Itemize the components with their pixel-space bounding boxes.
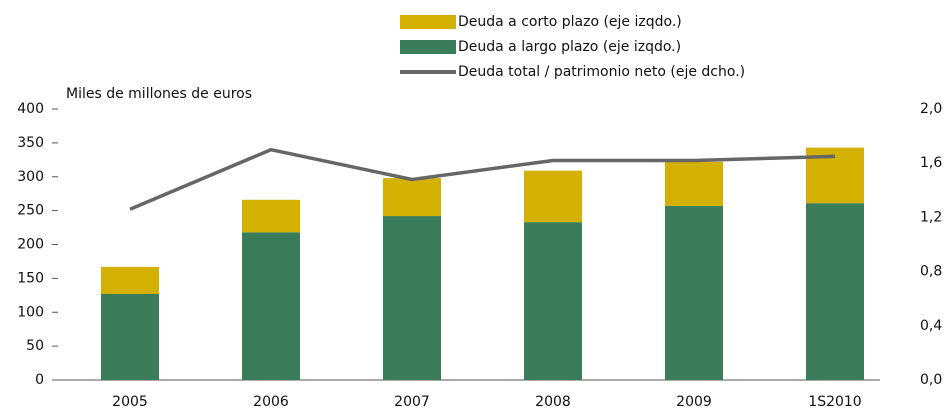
x-tick-label: 2005	[112, 394, 148, 410]
y-tick-label: 100	[17, 304, 44, 320]
x-tick-label: 1S2010	[808, 394, 861, 410]
bar-segment	[242, 232, 300, 380]
y2-tick-label: 0,0	[920, 372, 942, 388]
legend-label: Deuda total / patrimonio neto (eje dcho.…	[458, 64, 745, 80]
y-tick-label: 300	[17, 169, 44, 185]
y-tick-label: 50	[26, 338, 44, 354]
x-tick-label: 2008	[535, 394, 571, 410]
bar-segment	[101, 293, 159, 380]
y2-tick-label: 0,4	[920, 318, 942, 334]
y2-tick-label: 0,8	[920, 264, 942, 280]
legend-swatch	[400, 40, 456, 54]
bar-segment	[524, 222, 582, 380]
y-tick-label: 350	[17, 135, 44, 151]
x-tick-label: 2009	[676, 394, 712, 410]
x-tick-label: 2007	[394, 394, 430, 410]
y2-tick-label: 2,0	[920, 101, 942, 117]
y2-tick-label: 1,6	[920, 155, 942, 171]
y-axis-label: Miles de millones de euros	[66, 86, 252, 102]
bar-segment	[383, 178, 441, 217]
legend-swatch	[400, 15, 456, 29]
bar-segment	[524, 170, 582, 223]
y-tick-label: 250	[17, 203, 44, 219]
bar-segment	[242, 199, 300, 233]
bar-segment	[383, 216, 441, 380]
y-tick-label: 200	[17, 237, 44, 253]
x-tick-label: 2006	[253, 394, 289, 410]
legend-label: Deuda a largo plazo (eje izqdo.)	[458, 39, 681, 55]
y-tick-label: 150	[17, 270, 44, 286]
line-series	[129, 147, 836, 211]
y2-tick-label: 1,2	[920, 209, 942, 225]
y-tick-label: 0	[35, 372, 44, 388]
bar-segment	[101, 266, 159, 294]
bar-segment	[806, 203, 864, 380]
legend-label: Deuda a corto plazo (eje izqdo.)	[458, 14, 682, 30]
y-tick-label: 400	[17, 101, 44, 117]
bar-segment	[665, 205, 723, 380]
bar-segment	[665, 161, 723, 206]
